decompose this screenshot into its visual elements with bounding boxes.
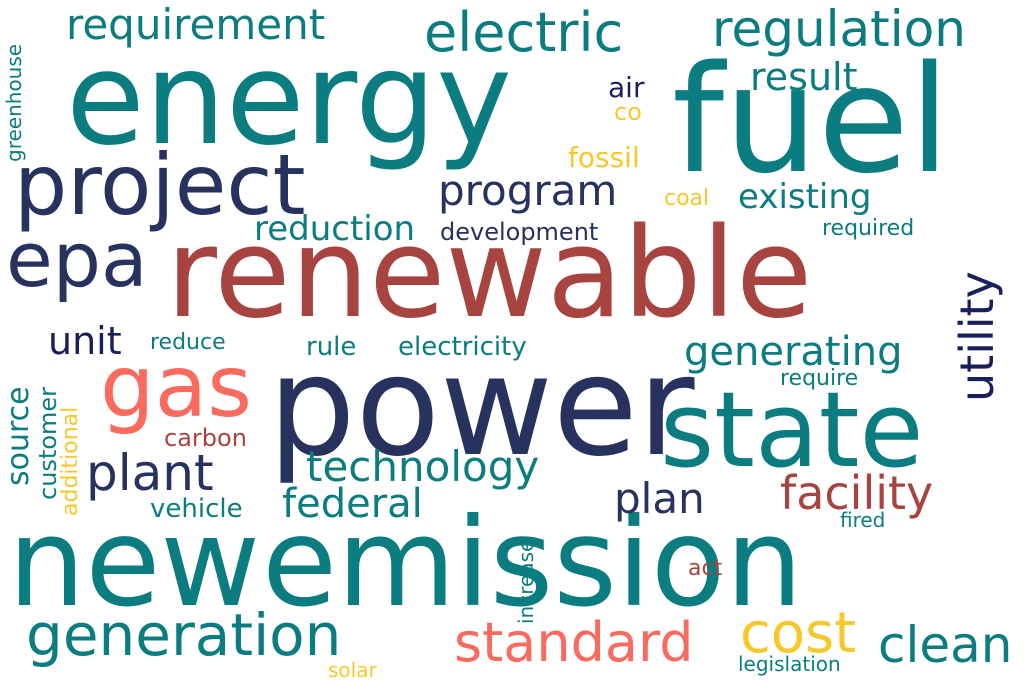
word-new: new	[8, 492, 261, 634]
word-renewable: renewable	[166, 202, 813, 346]
word-existing: existing	[738, 177, 872, 217]
word-clean: clean	[878, 616, 1013, 674]
word-generating: generating	[684, 329, 903, 375]
word-energy: energy	[66, 25, 512, 174]
word-requirement: requirement	[66, 0, 326, 49]
word-co: co	[614, 98, 642, 126]
word-required: required	[822, 216, 915, 241]
word-state: state	[660, 369, 924, 491]
word-technology: technology	[306, 442, 540, 491]
word-increase: increase	[514, 539, 538, 624]
word-fired: fired	[840, 508, 886, 532]
word-legislation: legislation	[738, 652, 841, 676]
word-carbon: carbon	[164, 424, 247, 452]
word-electricity: electricity	[398, 332, 527, 362]
word-vehicle: vehicle	[150, 494, 243, 524]
word-project: project	[14, 136, 306, 234]
word-air: air	[608, 71, 645, 104]
word-fossil: fossil	[568, 141, 640, 174]
word-rule: rule	[306, 332, 357, 362]
word-epa: epa	[6, 215, 148, 304]
word-utility: utility	[950, 271, 1004, 402]
word-customer: customer	[34, 386, 62, 500]
word-gas: gas	[100, 337, 253, 437]
word-generation: generation	[26, 601, 342, 669]
word-power: power	[268, 326, 695, 487]
word-program: program	[438, 166, 618, 215]
word-act: act	[688, 556, 723, 581]
word-standard: standard	[454, 611, 694, 674]
word-source: source	[1, 386, 36, 486]
word-development: development	[440, 218, 599, 246]
word-require: require	[780, 366, 859, 391]
word-solar: solar	[328, 658, 377, 682]
word-additional: additional	[58, 406, 83, 516]
word-emission: emission	[262, 492, 803, 634]
word-facility: facility	[780, 466, 934, 520]
word-plan: plan	[614, 474, 705, 523]
word-greenhouse: greenhouse	[2, 43, 26, 162]
word-result: result	[750, 55, 858, 99]
word-coal: coal	[664, 186, 710, 211]
word-plant: plant	[86, 444, 214, 502]
word-regulation: regulation	[712, 0, 966, 58]
word-cost: cost	[740, 601, 857, 666]
word-reduce: reduce	[150, 330, 226, 355]
word-federal: federal	[282, 481, 423, 527]
word-fuel: fuel	[672, 34, 951, 206]
word-reduction: reduction	[254, 209, 416, 249]
word-electric: electric	[424, 1, 624, 64]
word-unit: unit	[48, 319, 122, 363]
